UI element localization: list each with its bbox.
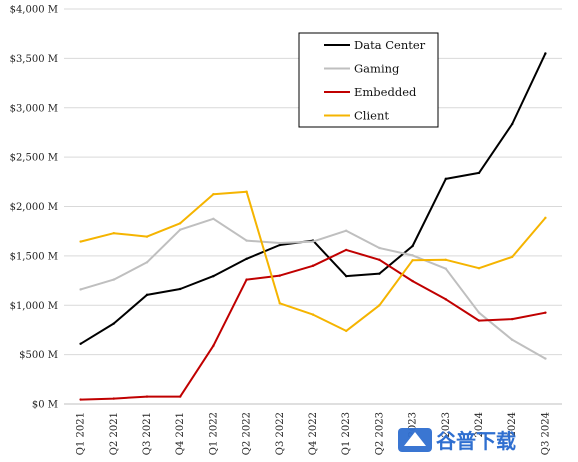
series-lines [79,52,547,401]
data-point-gaming [544,357,547,360]
data-point-gaming [245,239,248,242]
data-point-embedded [544,311,547,314]
y-tick-label: $3,500 M [10,54,58,65]
legend: Data Center Gaming Embedded Client [298,32,439,128]
data-point-data-center [477,171,481,175]
data-point-embedded [444,298,447,301]
data-point-gaming [511,338,514,342]
data-point-gaming [179,228,182,231]
data-point-embedded [112,397,116,400]
x-axis-ticks: Q1 2021 Q2 2021 Q3 2021 Q4 2021 Q1 2022 Q2 20… [76,412,552,455]
data-point-embedded [311,264,315,267]
y-tick-label: $500 M [19,350,58,361]
data-point-gaming [477,311,481,314]
x-tick-label: Q2 2023 [374,412,385,455]
watermark-logo-icon [398,428,432,452]
series-line-client [80,190,547,332]
x-tick-label: 2023 [441,412,452,437]
legend-label-embedded: Embedded [354,85,417,99]
data-point-data-center [245,257,248,261]
data-point-gaming [411,254,414,257]
data-point-embedded [411,279,414,283]
data-point-gaming [278,241,281,245]
data-point-data-center [179,287,182,291]
data-point-gaming [145,261,149,264]
data-point-gaming [444,267,447,270]
data-point-embedded [378,258,381,262]
data-point-embedded [79,398,82,401]
data-point-client [411,259,414,262]
data-point-gaming [311,240,315,243]
data-point-embedded [145,395,149,398]
legend-label-client: Client [354,109,389,123]
data-point-data-center [511,122,514,126]
data-point-client [278,302,281,305]
data-point-client [511,255,514,259]
data-point-client [245,190,248,193]
x-tick-label: Q1 2023 [341,412,352,455]
data-point-client [444,258,447,262]
data-point-data-center [212,274,215,278]
data-point-client [212,192,215,196]
x-tick-label: Q4 2022 [308,412,319,455]
data-point-gaming [212,217,215,221]
data-point-data-center [544,52,547,55]
x-tick-label: Q1 2021 [76,412,87,455]
data-point-data-center [378,272,381,275]
x-tick-label: Q3 2024 [540,412,551,455]
data-point-client [544,216,547,220]
data-point-client [112,231,116,235]
series-line-embedded [80,248,546,401]
y-tick-label: $1,500 M [10,251,58,262]
data-point-embedded [511,317,514,321]
data-point-client [145,235,149,238]
data-point-client [311,313,315,316]
legend-box [298,32,439,128]
y-axis-ticks: $0 M $500 M $1,000 M $1,500 M $2,000 M $2,500… [10,5,58,411]
y-tick-label: $0 M [32,400,58,411]
x-tick-label: Q1 2022 [208,412,219,455]
data-point-embedded [278,274,281,277]
x-tick-label: Q3 2021 [142,412,153,455]
data-point-client [79,240,82,243]
x-tick-label: Q2 2022 [242,412,253,455]
y-tick-label: $3,000 M [10,103,58,114]
data-point-gaming [79,288,82,291]
data-point-gaming [345,229,348,232]
data-point-data-center [112,322,116,325]
y-tick-label: $4,000 M [10,5,58,16]
data-point-gaming [112,278,116,281]
y-tick-label: $2,500 M [10,153,58,164]
watermark: 谷普下载 [398,428,516,453]
x-tick-label: Q3 2022 [275,412,286,455]
data-point-data-center [444,177,447,181]
data-point-embedded [212,344,215,347]
y-tick-label: $1,000 M [10,301,58,312]
data-point-embedded [179,395,182,398]
x-tick-label: Q2 2021 [109,412,120,455]
data-point-data-center [345,274,348,278]
legend-label-gaming: Gaming [354,62,400,76]
data-point-embedded [245,278,248,281]
x-tick-label: Q4 2021 [175,412,186,455]
data-point-client [345,329,348,333]
data-point-gaming [378,246,381,250]
data-point-embedded [345,248,348,252]
data-point-data-center [278,243,281,247]
x-tick-label: 2024 [507,412,518,437]
data-point-client [378,304,381,307]
data-point-data-center [79,342,82,345]
watermark-text: 谷普下载 [436,429,516,453]
data-point-client [477,267,481,270]
y-tick-label: $2,000 M [10,202,58,213]
legend-label-data-center: Data Center [354,38,426,52]
x-tick-label: 2024 [474,412,485,437]
data-point-embedded [477,319,481,322]
data-point-client [179,222,182,225]
data-point-data-center [411,244,414,248]
x-tick-label: 2023 [408,412,419,437]
data-point-data-center [145,293,149,297]
